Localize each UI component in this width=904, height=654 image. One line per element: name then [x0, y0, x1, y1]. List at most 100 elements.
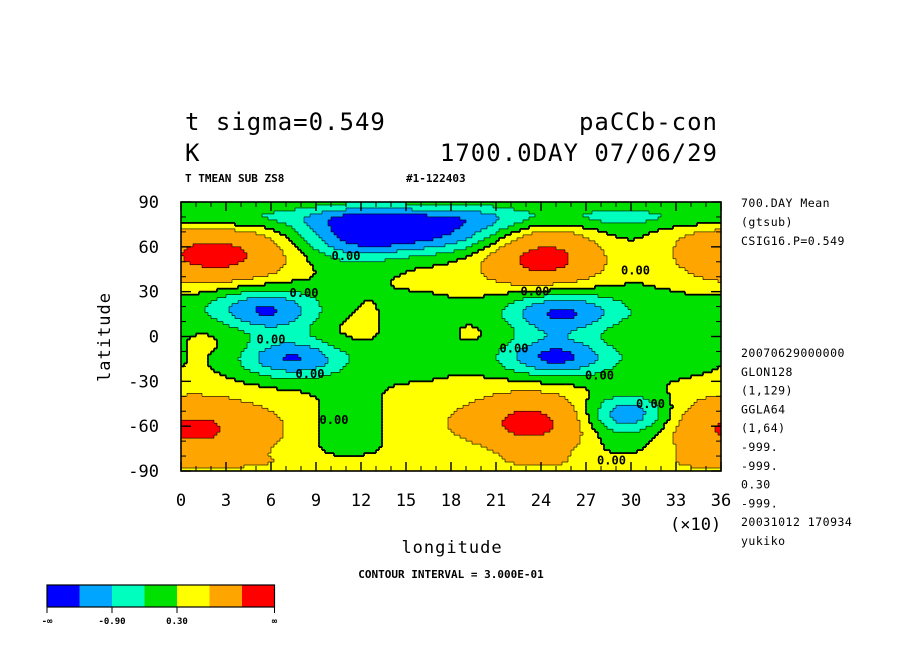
field-cell	[457, 225, 461, 230]
field-cell	[322, 264, 326, 269]
field-cell	[403, 279, 407, 284]
field-cell	[646, 252, 650, 257]
field-cell	[418, 264, 422, 269]
field-cell	[481, 222, 485, 227]
field-cell	[574, 240, 578, 245]
field-cell	[397, 207, 401, 212]
field-cell	[703, 213, 707, 218]
field-cell	[622, 258, 626, 263]
field-cell	[586, 210, 590, 215]
field-cell	[457, 249, 461, 254]
field-cell	[250, 204, 254, 209]
field-cell	[226, 216, 230, 221]
field-cell	[655, 204, 659, 209]
field-cell	[223, 273, 227, 278]
field-cell	[514, 222, 518, 227]
field-cell	[622, 222, 626, 227]
field-cell	[637, 222, 641, 227]
field-cell	[253, 261, 257, 266]
field-cell	[403, 202, 407, 206]
field-cell	[586, 252, 590, 257]
field-cell	[700, 204, 704, 209]
field-cell	[298, 222, 302, 227]
field-cell	[424, 240, 428, 245]
field-cell	[388, 255, 392, 260]
field-cell	[568, 213, 572, 218]
field-cell	[535, 267, 539, 272]
field-cell	[193, 219, 197, 224]
field-cell	[622, 252, 626, 257]
field-cell	[361, 213, 365, 218]
field-cell	[646, 222, 650, 227]
field-cell	[505, 258, 509, 263]
field-cell	[193, 202, 197, 206]
field-cell	[388, 213, 392, 218]
field-cell	[577, 225, 581, 230]
field-cell	[310, 270, 314, 275]
field-cell	[682, 204, 686, 209]
field-cell	[244, 258, 248, 263]
field-cell	[541, 213, 545, 218]
field-cell	[289, 252, 293, 257]
field-cell	[517, 216, 521, 221]
field-cell	[493, 273, 497, 278]
field-cell	[583, 204, 587, 209]
field-cell	[379, 234, 383, 239]
field-cell	[469, 246, 473, 251]
field-cell	[475, 273, 479, 278]
field-cell	[346, 222, 350, 227]
field-cell	[196, 222, 200, 227]
field-cell	[508, 264, 512, 269]
field-cell	[478, 273, 482, 278]
field-cell	[202, 228, 206, 233]
field-cell	[493, 276, 497, 281]
field-cell	[664, 279, 668, 284]
field-cell	[703, 276, 707, 281]
field-cell	[262, 267, 266, 272]
field-cell	[631, 279, 635, 284]
field-cell	[373, 255, 377, 260]
field-cell	[580, 237, 584, 242]
field-cell	[430, 279, 434, 284]
field-cell	[439, 243, 443, 248]
field-cell	[433, 282, 437, 287]
field-cell	[181, 252, 185, 257]
field-cell	[565, 258, 569, 263]
field-cell	[550, 237, 554, 242]
field-cell	[514, 204, 518, 209]
field-cell	[421, 273, 425, 278]
field-cell	[226, 222, 230, 227]
field-cell	[205, 219, 209, 224]
field-cell	[625, 246, 629, 251]
field-cell	[358, 234, 362, 239]
field-cell	[265, 202, 269, 206]
field-cell	[217, 207, 221, 212]
field-cell	[517, 252, 521, 257]
field-cell	[334, 240, 338, 245]
field-cell	[583, 213, 587, 218]
field-cell	[556, 202, 560, 206]
field-cell	[277, 273, 281, 278]
field-cell	[397, 237, 401, 242]
field-cell	[493, 258, 497, 263]
field-cell	[658, 213, 662, 218]
field-cell	[667, 207, 671, 212]
field-cell	[679, 246, 683, 251]
field-cell	[547, 240, 551, 245]
field-cell	[241, 246, 245, 251]
field-cell	[403, 264, 407, 269]
field-cell	[532, 207, 536, 212]
field-cell	[220, 267, 224, 272]
field-cell	[502, 252, 506, 257]
field-cell	[604, 243, 608, 248]
field-cell	[280, 207, 284, 212]
field-cell	[244, 228, 248, 233]
field-cell	[628, 204, 632, 209]
field-cell	[265, 216, 269, 221]
field-cell	[211, 276, 215, 281]
field-cell	[451, 225, 455, 230]
field-cell	[391, 255, 395, 260]
field-cell	[622, 216, 626, 221]
field-cell	[469, 231, 473, 236]
field-cell	[187, 204, 191, 209]
